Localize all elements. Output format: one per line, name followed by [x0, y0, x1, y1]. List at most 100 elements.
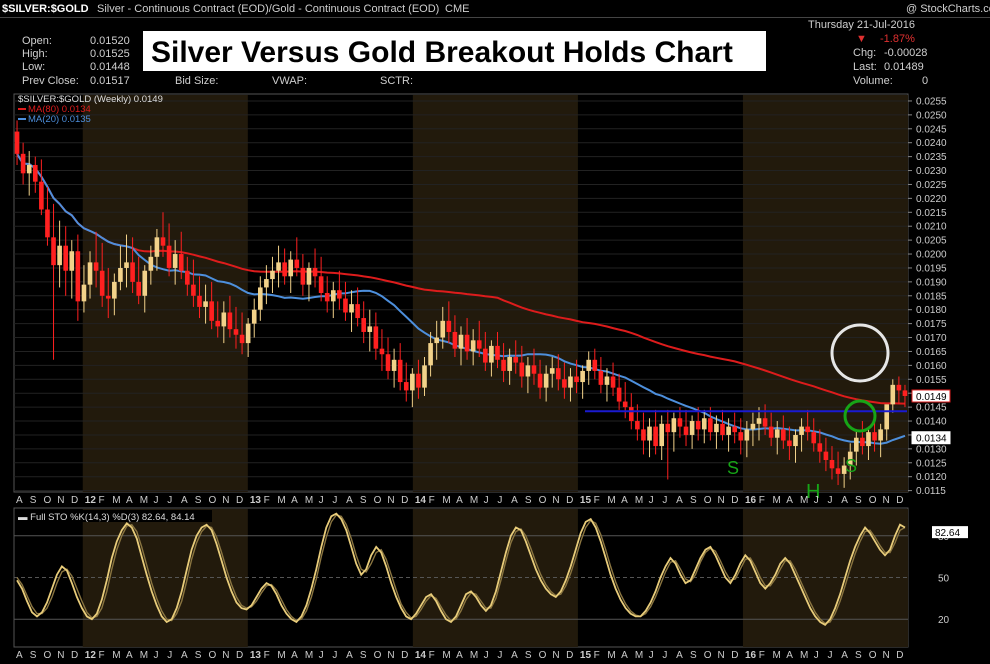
candle-body: [14, 131, 20, 154]
candle: [87, 251, 93, 299]
x-tick-label: F: [759, 650, 765, 661]
x-tick-label: N: [222, 650, 229, 661]
year-shade: [412, 509, 578, 647]
x-tick-label: A: [126, 495, 133, 506]
y-tick-label: 0.0185: [916, 291, 947, 302]
candle: [768, 412, 774, 447]
year-shade: [742, 95, 908, 492]
candle: [793, 429, 798, 463]
candle: [118, 245, 123, 291]
candle-body: [744, 429, 750, 441]
candle-body: [245, 323, 251, 344]
sto-d-line: [16, 514, 906, 625]
candle: [470, 329, 476, 366]
candle-body: [586, 359, 592, 371]
candle: [726, 418, 731, 452]
x-tick-label: M: [800, 495, 808, 506]
candle-body: [312, 267, 318, 277]
y-tick-label: 0.0140: [916, 417, 947, 428]
x-tick-label: J: [814, 495, 819, 506]
x-tick-label: J: [319, 495, 324, 506]
candle: [902, 384, 908, 408]
candle-body: [489, 345, 494, 363]
candle: [714, 415, 719, 449]
candle: [440, 306, 446, 349]
x-tick-label: O: [374, 495, 382, 506]
x-tick-label: 13: [250, 650, 262, 661]
x-tick-label: A: [511, 650, 518, 661]
candle: [653, 409, 658, 455]
candle-body: [878, 429, 883, 441]
candle-body: [604, 376, 610, 385]
x-tick-label: A: [456, 495, 463, 506]
candle: [659, 415, 665, 460]
candle-body: [470, 340, 476, 352]
y-tick-label: 0.0200: [916, 250, 947, 261]
candle: [446, 301, 452, 344]
x-tick-label: D: [401, 495, 408, 506]
candle-body: [403, 382, 409, 391]
header-divider: [0, 17, 990, 18]
volume-value: 0: [922, 75, 929, 87]
x-tick-label: M: [607, 495, 615, 506]
candle: [671, 412, 677, 452]
candle-body: [63, 245, 69, 271]
x-tick-label: M: [442, 650, 450, 661]
candle-body: [568, 376, 573, 388]
x-tick-label: A: [456, 650, 463, 661]
candle: [288, 251, 294, 293]
candle-body: [549, 368, 555, 374]
x-tick-label: M: [140, 650, 148, 661]
symbol-label: $SILVER:$GOLD: [2, 3, 89, 15]
candle-body: [124, 262, 129, 268]
sto-k-line: [16, 512, 906, 626]
candle: [105, 267, 111, 319]
candle: [154, 228, 160, 271]
candle-body: [343, 298, 348, 313]
change-percent: -1.87%: [880, 33, 915, 45]
candle-body: [142, 270, 148, 296]
candle: [270, 256, 275, 293]
candle: [665, 409, 671, 480]
candle: [683, 409, 689, 447]
candle: [860, 421, 865, 455]
candle-body: [361, 318, 367, 332]
candle: [373, 312, 379, 360]
candle: [172, 240, 178, 285]
time-axis: A S O N D 12 F M A M J J A S O N D 13 F M A M J J A S O N D 14 F M A M J J A…: [16, 495, 903, 661]
candle: [738, 418, 744, 455]
y-tick-label: 0.0130: [916, 444, 947, 455]
candle-body: [653, 426, 658, 447]
x-tick-label: M: [305, 495, 313, 506]
x-tick-label: S: [690, 495, 697, 506]
candle: [391, 348, 397, 388]
candle: [452, 315, 458, 358]
candle: [750, 412, 756, 447]
candle-body: [81, 284, 87, 302]
candle: [835, 451, 841, 486]
overlay-title: Silver Versus Gold Breakout Holds Chart: [141, 29, 768, 73]
x-tick-label: A: [786, 650, 793, 661]
x-tick-label: J: [167, 495, 172, 506]
candle-body: [26, 164, 32, 174]
candle: [549, 357, 555, 388]
candle: [257, 276, 263, 321]
candle: [166, 223, 172, 277]
candle: [756, 407, 762, 441]
candle-body: [750, 423, 756, 430]
candle: [841, 457, 847, 488]
legend-entry: MA(20) 0.0135: [28, 114, 91, 125]
x-tick-label: M: [140, 495, 148, 506]
candle-body: [787, 440, 792, 447]
candle-body: [677, 418, 683, 427]
candle: [63, 226, 69, 296]
x-tick-label: M: [470, 495, 478, 506]
description-label: Silver - Continuous Contract (EOD)/Gold …: [97, 3, 440, 15]
y-tick-label: 0.0180: [916, 305, 947, 316]
candle: [221, 301, 227, 344]
candle: [239, 312, 245, 355]
candle: [349, 290, 354, 332]
candle-body: [872, 432, 877, 441]
candle-body: [51, 237, 56, 266]
candle-body: [422, 365, 427, 388]
